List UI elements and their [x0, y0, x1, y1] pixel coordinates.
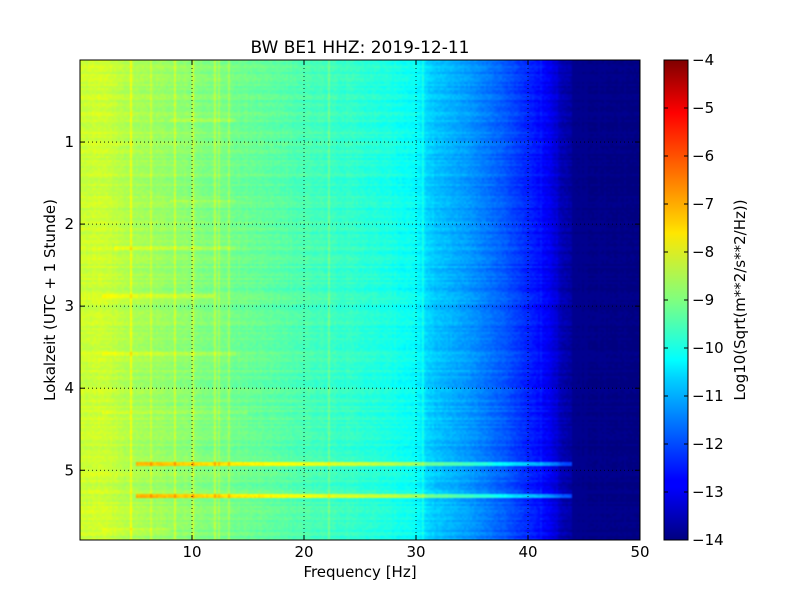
x-tick-label: 20	[294, 543, 313, 561]
colorbar-tick-label: −7	[692, 195, 714, 213]
colorbar-label: Log10(Sqrt(m**2/s**2/Hz))	[731, 199, 749, 400]
colorbar-tick-label: −10	[692, 339, 724, 357]
colorbar-tick-label: −6	[692, 147, 714, 165]
y-axis-ticks: 1 2 3 4 5	[64, 133, 640, 479]
x-tick-label: 40	[518, 543, 537, 561]
colorbar-tick-label: −9	[692, 291, 714, 309]
x-tick-label: 30	[406, 543, 425, 561]
plot-area	[80, 60, 640, 540]
y-tick-label: 5	[64, 461, 74, 479]
colorbar-tick-label: −14	[692, 531, 724, 549]
spectrogram-heatmap	[80, 60, 640, 540]
colorbar-tick-label: −4	[692, 51, 714, 69]
colorbar: −4 −5 −6 −7 −8 −9 −10 −11 −12 −13 −14 Log10(Sqrt(m…	[663, 51, 749, 549]
y-tick-label: 3	[64, 297, 74, 315]
colorbar-tick-label: −11	[692, 387, 724, 405]
colorbar-tick-label: −12	[692, 435, 724, 453]
colorbar-ticks: −4 −5 −6 −7 −8 −9 −10 −11 −12 −13 −14	[664, 51, 724, 549]
y-tick-label: 4	[64, 379, 74, 397]
x-axis-ticks: 10 20 30 40 50	[182, 60, 650, 561]
plot-frame	[79, 59, 641, 541]
y-tick-label: 1	[64, 133, 74, 151]
colorbar-tick-label: −5	[692, 99, 714, 117]
y-axis-label: Lokalzeit (UTC + 1 Stunde)	[41, 199, 59, 401]
colorbar-tick-label: −13	[692, 483, 724, 501]
x-tick-label: 50	[630, 543, 649, 561]
y-tick-label: 2	[64, 215, 74, 233]
chart-title: BW BE1 HHZ: 2019-12-11	[250, 38, 469, 58]
x-tick-label: 10	[182, 543, 201, 561]
colorbar-tick-label: −8	[692, 243, 714, 261]
x-axis-label: Frequency [Hz]	[303, 563, 416, 581]
